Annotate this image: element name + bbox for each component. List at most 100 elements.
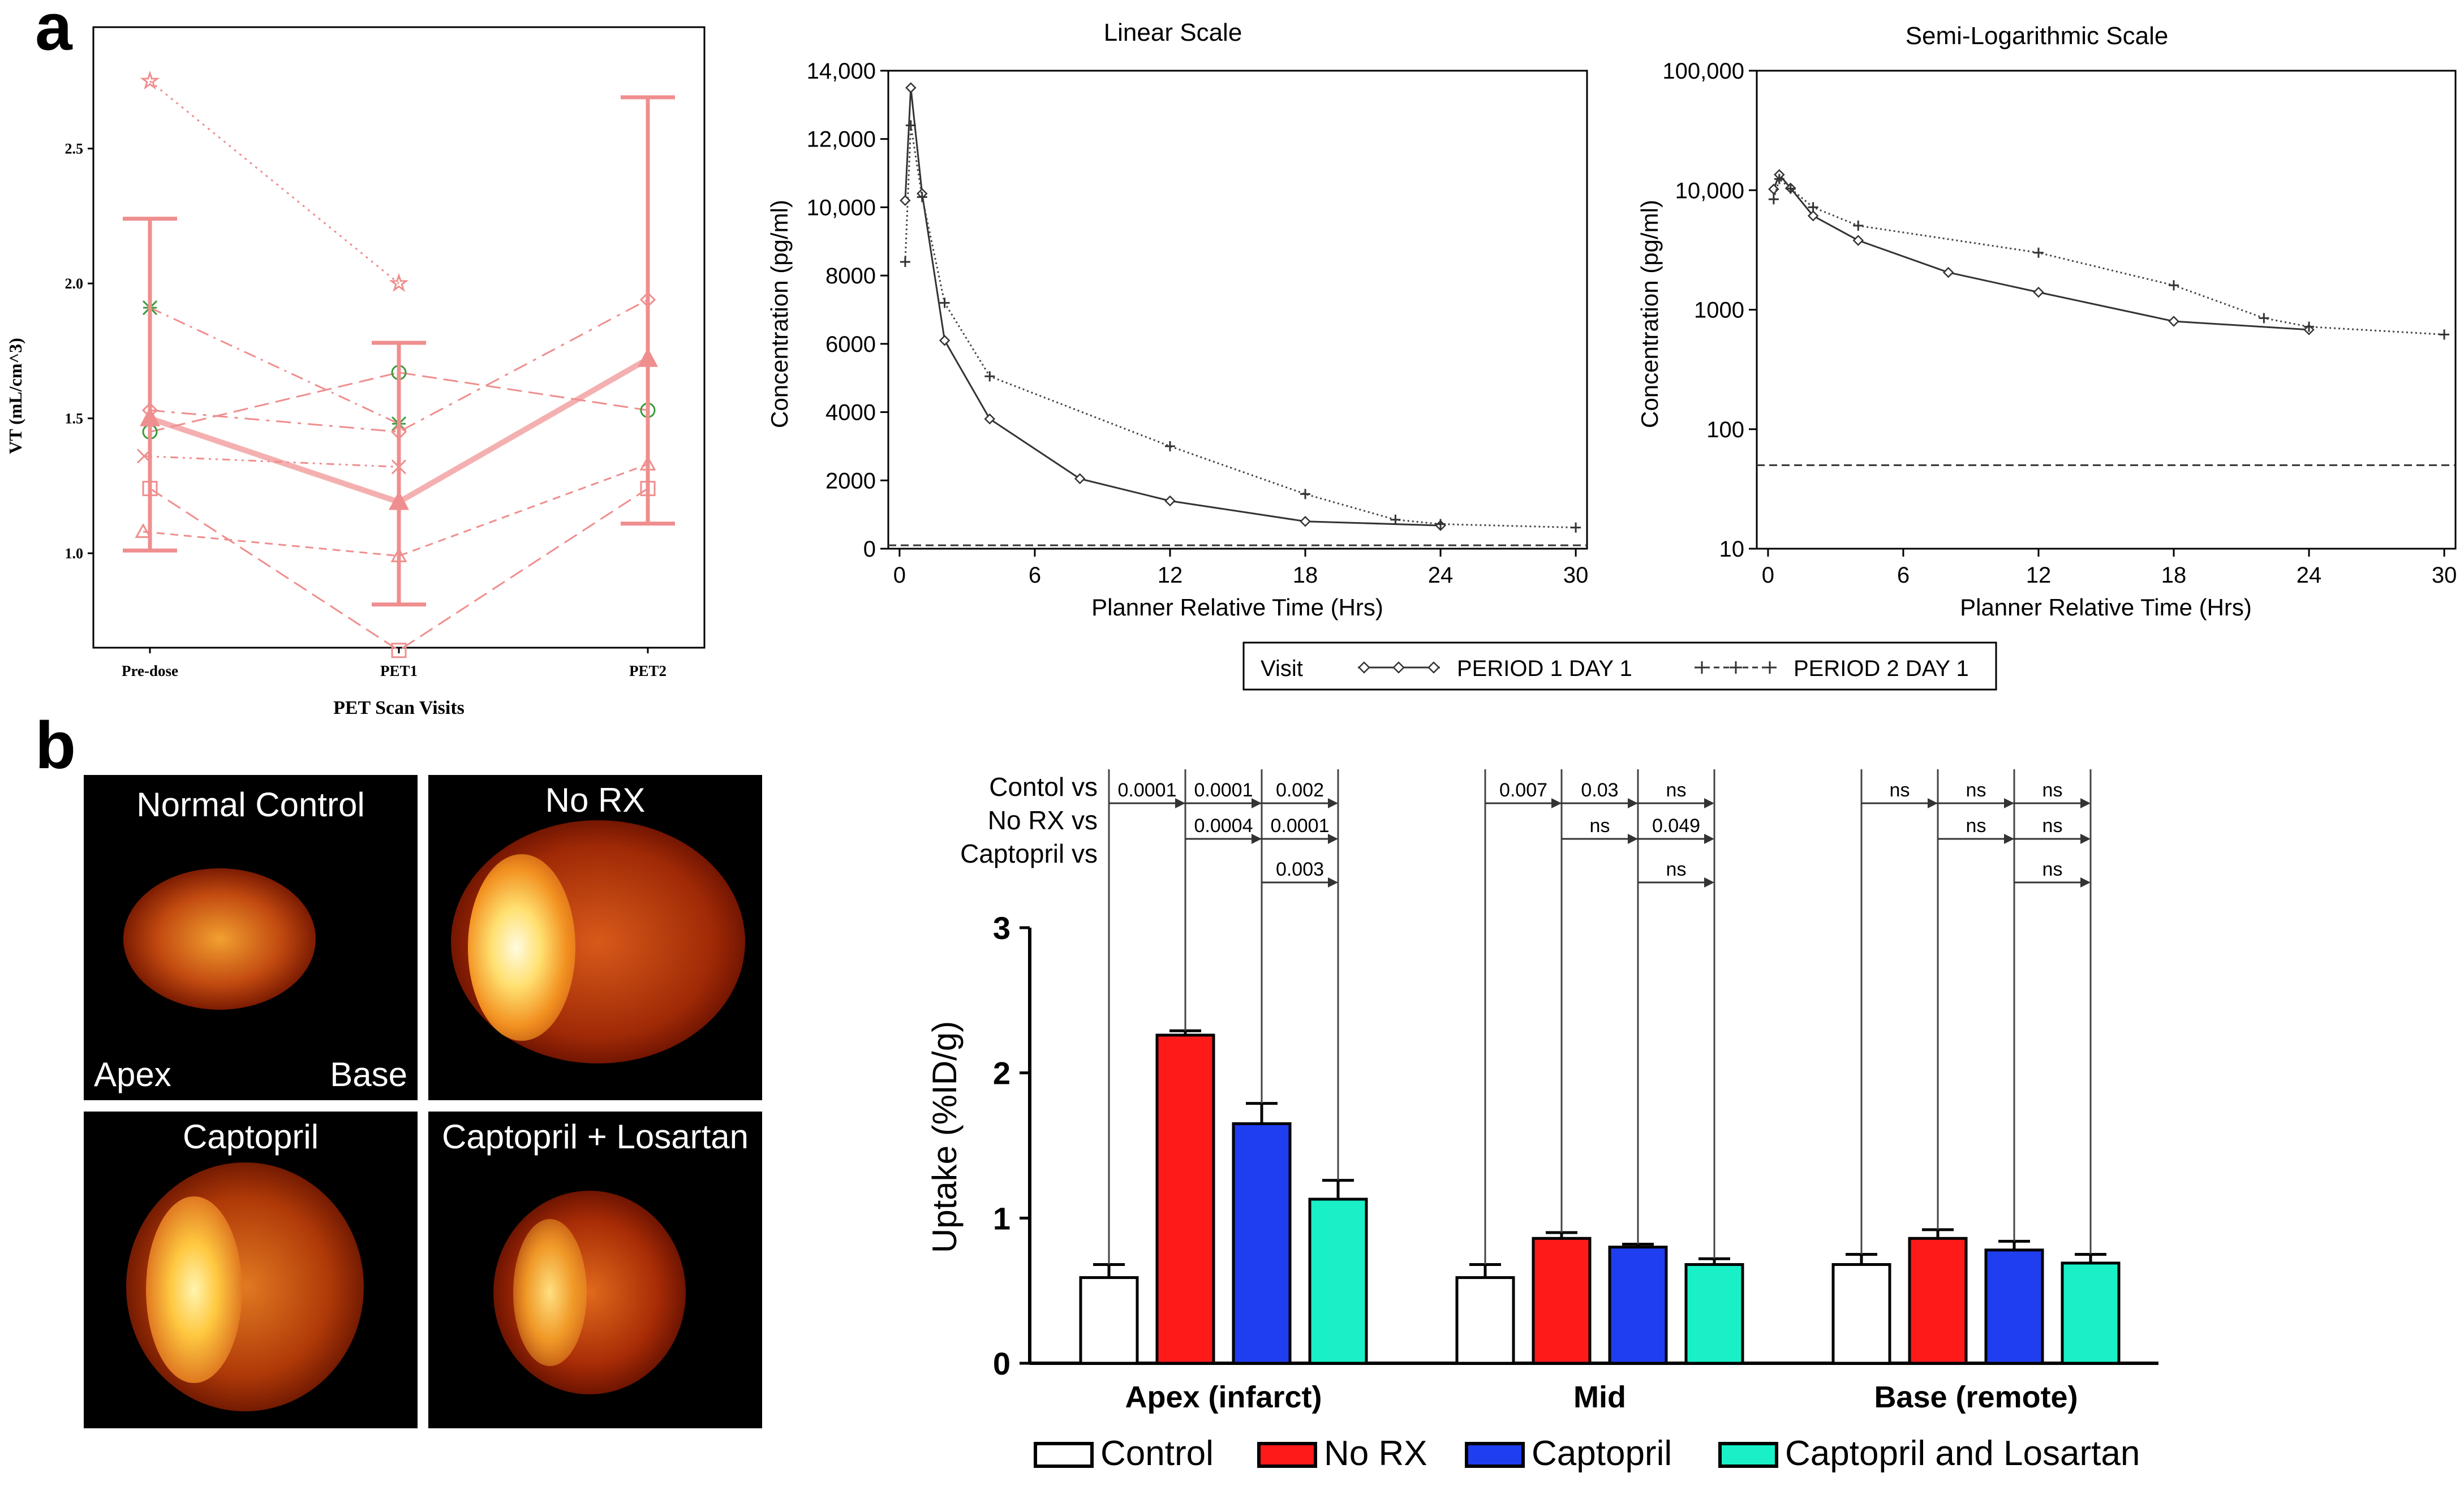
comparison-arrowhead — [1328, 877, 1338, 888]
pet-subject-line-triangle — [143, 463, 648, 557]
semilog-title: Semi-Logarithmic Scale — [1906, 22, 2169, 50]
comparison-p-label: ns — [1966, 779, 1986, 801]
x-tick-label: 6 — [1029, 563, 1041, 588]
marker-plus — [2259, 313, 2269, 324]
comparison-arrowhead — [2080, 877, 2091, 888]
marker-diamond — [1164, 495, 1176, 507]
y-tick-label: 12,000 — [807, 127, 876, 152]
marker-plus — [1808, 202, 1818, 213]
scan-corner-base: Base — [330, 1056, 407, 1093]
marker-plus — [2169, 280, 2179, 291]
pet-subject-line-star — [149, 80, 399, 285]
x-tick-label: 24 — [2297, 563, 2322, 588]
pk-legend-frame — [1242, 641, 1997, 691]
pet-marker-square — [391, 643, 407, 658]
comparison-p-label: 0.007 — [1499, 779, 1547, 801]
linear-y-label: Concentration (pg/ml) — [766, 200, 793, 428]
x-tick-label: 24 — [1428, 563, 1454, 588]
hotspot-blob — [513, 1219, 587, 1366]
pk-legend-item-period2: PERIOD 2 DAY 1 — [1695, 656, 1969, 681]
comparison-p-label: 0.049 — [1652, 815, 1700, 837]
marker-diamond — [2033, 286, 2044, 298]
marker-diamond — [900, 195, 911, 206]
y-tick-label: 10,000 — [1675, 178, 1744, 203]
pet-marker-star — [389, 273, 409, 292]
marker-plus — [917, 192, 927, 203]
pet-subject-line-x — [144, 455, 399, 468]
semilog-y-label: Concentration (pg/ml) — [1636, 200, 1663, 428]
uptake-category-label: Apex (infarct) — [1125, 1380, 1322, 1414]
x-tick-label: 6 — [1897, 563, 1910, 588]
scan-label-captopril: Captopril — [182, 1118, 319, 1156]
legend-label: No RX — [1324, 1434, 1427, 1473]
comparison-row-label: Contol vs — [989, 772, 1098, 802]
comparison-p-label: 0.0001 — [1118, 779, 1177, 801]
y-tick-label: 6000 — [825, 332, 876, 357]
pet-x-label: PET Scan Visits — [333, 697, 465, 718]
y-tick-label: 100 — [1706, 417, 1744, 442]
marker-diamond — [1807, 210, 1819, 222]
hotspot-blob — [146, 1196, 242, 1383]
marker-plus — [984, 371, 995, 382]
series-line-period2 — [904, 125, 1576, 529]
scan-no-rx: No RX — [428, 775, 762, 1100]
comparison-p-label: 0.0001 — [1194, 779, 1253, 801]
x-tick-label: 0 — [893, 563, 906, 588]
marker-plus — [939, 298, 950, 308]
scan-label-captopril-losartan: Captopril + Losartan — [442, 1118, 749, 1156]
series-line-period2 — [1773, 177, 2445, 335]
comparison-arrowhead — [1328, 798, 1338, 808]
series-line-period1 — [904, 88, 1441, 527]
pet-x-tick-label: Pre-dose — [122, 662, 178, 679]
marker-plus — [1768, 194, 1779, 205]
marker-plus — [1390, 514, 1401, 525]
comparison-p-label: ns — [1966, 815, 1986, 837]
comparison-arrowhead — [1704, 834, 1714, 844]
pet-marker-triangle — [135, 523, 152, 539]
scan-captopril: Captopril — [84, 1112, 418, 1428]
y-tick-label: 1000 — [1694, 298, 1744, 323]
marker-plus — [1300, 489, 1311, 499]
y-tick-label: 2000 — [825, 468, 876, 493]
hotspot-blob — [468, 854, 575, 1041]
comparison-p-label: 0.0001 — [1271, 815, 1330, 837]
legend-swatch-captopril — [1465, 1442, 1525, 1468]
panel-letter-a: a — [35, 0, 73, 64]
comparison-arrowhead — [1704, 877, 1714, 888]
marker-plus — [1785, 183, 1796, 194]
pet-mean-marker — [140, 407, 160, 427]
comparison-p-label: ns — [1890, 779, 1910, 801]
y-tick-label: 4000 — [825, 400, 876, 425]
scan-label-normal-control: Normal Control — [136, 786, 365, 824]
pet-x-tick-label: PET2 — [629, 662, 666, 679]
legend-swatch-captopril-and-losartan — [1718, 1442, 1778, 1468]
marker-diamond — [1942, 266, 1954, 278]
pk-legend-item-period1: PERIOD 1 DAY 1 — [1358, 656, 1632, 681]
linear-title: Linear Scale — [1104, 19, 1242, 46]
uptake-bar-no-rx — [1155, 1033, 1215, 1365]
y-tick-label: 14,000 — [807, 59, 876, 84]
linear-x-label: Planner Relative Time (Hrs) — [1091, 594, 1383, 621]
marker-diamond — [2168, 316, 2179, 327]
uptake-y-tick-label: 0 — [993, 1346, 1010, 1381]
x-tick-label: 18 — [1293, 563, 1318, 588]
comparison-p-label: ns — [1666, 859, 1687, 880]
scan-corner-apex: Apex — [94, 1056, 171, 1093]
marker-diamond — [1768, 183, 1779, 195]
uptake-bar-control — [1831, 1263, 1891, 1365]
uptake-legend: Control No RX Captopril Captopril and Losar… — [1034, 1434, 2140, 1473]
pk-legend-label-period1: PERIOD 1 DAY 1 — [1457, 656, 1632, 681]
scan-label-no-rx: No RX — [545, 781, 646, 819]
uptake-y-tick-label: 3 — [993, 910, 1010, 946]
marker-plus — [1164, 441, 1175, 451]
x-tick-label: 18 — [2161, 563, 2187, 588]
comparison-arrowhead — [2080, 834, 2091, 844]
x-tick-label: 30 — [1563, 563, 1589, 588]
semilog-plot-frame — [1756, 70, 2457, 550]
pet-mean-marker — [389, 490, 409, 510]
marker-plus — [1853, 220, 1864, 231]
comparison-p-label: ns — [2042, 779, 2063, 801]
x-tick-label: 0 — [1762, 563, 1774, 588]
marker-plus — [2033, 247, 2044, 258]
